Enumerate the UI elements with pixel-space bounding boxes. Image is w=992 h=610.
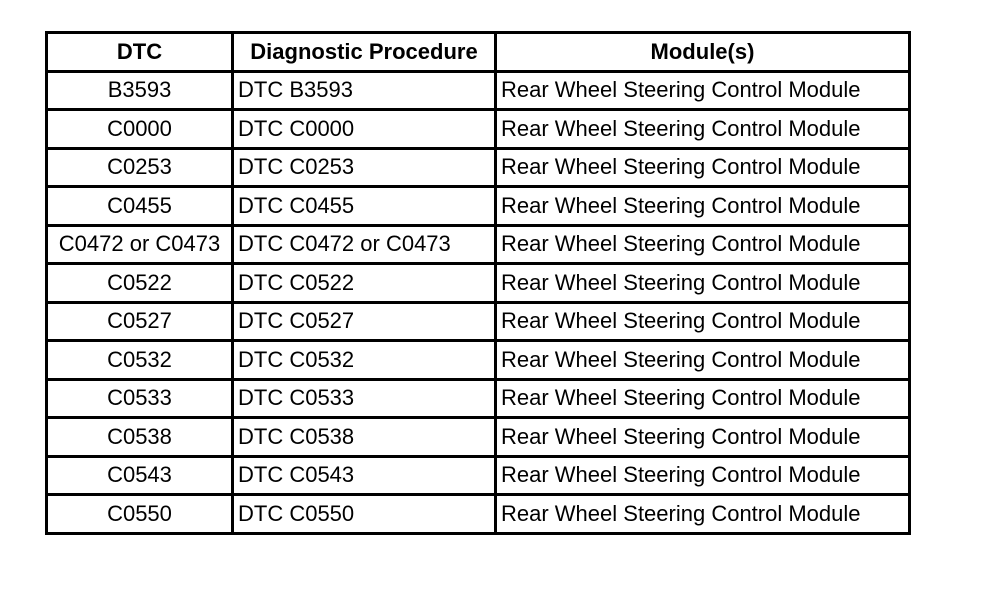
table-cell: DTC C0550 [231,493,497,535]
table-cell: C0543 [45,454,234,496]
table-cell: Rear Wheel Steering Control Module [494,493,911,535]
table-row: C0472 or C0473 DTC C0472 or C0473 Rear Whe… [45,223,911,265]
table-cell: Rear Wheel Steering Control Module [494,262,911,304]
table-cell: DTC C0253 [231,146,497,188]
table-cell: Rear Wheel Steering Control Module [494,339,911,381]
table-cell: DTC C0472 or C0473 [231,223,497,265]
table-cell: C0522 [45,262,234,304]
table-cell: Rear Wheel Steering Control Module [494,223,911,265]
table-cell: Rear Wheel Steering Control Module [494,108,911,150]
table-row: C0550 DTC C0550 Rear Wheel Steering Contro… [45,493,911,535]
table-row: B3593 DTC B3593 Rear Wheel Steering Contro… [45,69,911,111]
table-row: C0543 DTC C0543 Rear Wheel Steering Contro… [45,454,911,496]
table-cell: DTC C0455 [231,185,497,227]
table-row: C0455 DTC C0455 Rear Wheel Steering Contro… [45,185,911,227]
table-cell: DTC C0533 [231,377,497,419]
table-row: C0000 DTC C0000 Rear Wheel Steering Contro… [45,108,911,150]
table-cell: C0253 [45,146,234,188]
table-row: C0532 DTC C0532 Rear Wheel Steering Contro… [45,339,911,381]
table-cell: C0000 [45,108,234,150]
table-cell: C0527 [45,300,234,342]
table-cell: C0455 [45,185,234,227]
table-cell: DTC C0522 [231,262,497,304]
table-cell: DTC C0527 [231,300,497,342]
table-row: C0522 DTC C0522 Rear Wheel Steering Contro… [45,262,911,304]
table-cell: C0550 [45,493,234,535]
table-cell: C0533 [45,377,234,419]
table-cell: Rear Wheel Steering Control Module [494,416,911,458]
table-cell: Rear Wheel Steering Control Module [494,377,911,419]
table-cell: C0532 [45,339,234,381]
header-row: DTC Diagnostic Procedure Module(s) [45,31,911,73]
table-cell: Rear Wheel Steering Control Module [494,454,911,496]
table-cell: DTC C0000 [231,108,497,150]
table-cell: C0538 [45,416,234,458]
dtc-table: DTC Diagnostic Procedure Module(s) B3593 DT… [45,31,911,535]
header-cell: Diagnostic Procedure [231,31,497,73]
table-cell: Rear Wheel Steering Control Module [494,185,911,227]
header-cell: Module(s) [494,31,911,73]
header-cell: DTC [45,31,234,73]
table-body: B3593 DTC B3593 Rear Wheel Steering Contro… [45,69,911,535]
table-row: C0527 DTC C0527 Rear Wheel Steering Contro… [45,300,911,342]
table-row: C0533 DTC C0533 Rear Wheel Steering Contro… [45,377,911,419]
table-container: DTC Diagnostic Procedure Module(s) B3593 DT… [45,31,911,535]
table-cell: DTC B3593 [231,69,497,111]
table-cell: DTC C0538 [231,416,497,458]
table-cell: DTC C0543 [231,454,497,496]
table-cell: Rear Wheel Steering Control Module [494,300,911,342]
table-cell: Rear Wheel Steering Control Module [494,69,911,111]
table-cell: DTC C0532 [231,339,497,381]
table-cell: Rear Wheel Steering Control Module [494,146,911,188]
table-cell: C0472 or C0473 [45,223,234,265]
table-row: C0253 DTC C0253 Rear Wheel Steering Contro… [45,146,911,188]
table-cell: B3593 [45,69,234,111]
table-row: C0538 DTC C0538 Rear Wheel Steering Contro… [45,416,911,458]
